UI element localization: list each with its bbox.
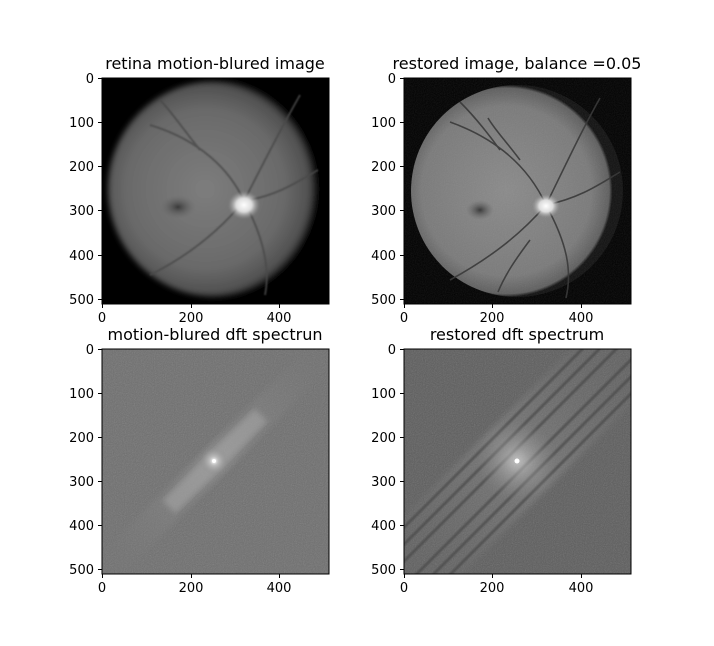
y-tick-label: 400 xyxy=(371,519,396,534)
blurred-spectrum-image xyxy=(102,349,329,574)
y-tick-label: 200 xyxy=(371,160,396,175)
y-tick-label: 0 xyxy=(388,343,396,358)
restored-spectrum-image xyxy=(404,349,631,574)
panel-restored-spectrum: restored dft spectrum xyxy=(371,325,632,596)
y-tick-label: 300 xyxy=(69,204,94,219)
y-tick-label: 400 xyxy=(69,249,94,264)
x-tick-label: 200 xyxy=(179,311,204,326)
panel-title: restored image, balance =0.05 xyxy=(393,54,642,73)
y-tick-label: 400 xyxy=(69,519,94,534)
axes-frame xyxy=(403,77,632,305)
y-tick-label: 200 xyxy=(69,160,94,175)
x-tick-label: 400 xyxy=(569,581,594,596)
y-tick-label: 100 xyxy=(371,116,396,131)
panel-restored-image: restored image, balance =0.05 xyxy=(371,54,641,326)
y-tick-label: 300 xyxy=(69,475,94,490)
restored-retina-image xyxy=(404,78,631,304)
x-tick-label: 0 xyxy=(400,581,408,596)
axes-frame xyxy=(101,77,330,305)
blurred-retina-image xyxy=(102,78,329,304)
y-tick-label: 500 xyxy=(371,293,396,308)
y-tick-label: 200 xyxy=(371,431,396,446)
panel-blurred-image: retina motion-blured image 0 1 xyxy=(69,54,330,326)
x-tick-label: 200 xyxy=(480,581,505,596)
y-tick-label: 100 xyxy=(69,116,94,131)
panel-title: restored dft spectrum xyxy=(430,325,604,344)
y-tick-label: 100 xyxy=(371,387,396,402)
x-tick-label: 0 xyxy=(400,311,408,326)
x-tick-label: 0 xyxy=(98,311,106,326)
y-tick-label: 200 xyxy=(69,431,94,446)
panel-title: motion-blured dft spectrun xyxy=(108,325,323,344)
y-tick-label: 400 xyxy=(371,249,396,264)
x-tick-label: 400 xyxy=(569,311,594,326)
x-tick-label: 200 xyxy=(179,581,204,596)
y-tick-label: 0 xyxy=(388,72,396,87)
x-tick-label: 400 xyxy=(267,311,292,326)
y-tick-label: 500 xyxy=(69,563,94,578)
y-tick-label: 0 xyxy=(86,72,94,87)
panel-title: retina motion-blured image xyxy=(105,54,325,73)
y-tick-label: 0 xyxy=(86,343,94,358)
y-tick-label: 500 xyxy=(371,563,396,578)
y-tick-label: 300 xyxy=(371,475,396,490)
y-tick-label: 100 xyxy=(69,387,94,402)
x-tick-label: 0 xyxy=(98,581,106,596)
y-tick-label: 500 xyxy=(69,293,94,308)
x-tick-label: 200 xyxy=(480,311,505,326)
axes-frame xyxy=(403,348,632,575)
x-tick-label: 400 xyxy=(267,581,292,596)
axes-frame xyxy=(101,348,330,575)
panel-blurred-spectrum: motion-blured dft spectrun 0 100 200 300… xyxy=(69,325,330,596)
y-tick-label: 300 xyxy=(371,204,396,219)
